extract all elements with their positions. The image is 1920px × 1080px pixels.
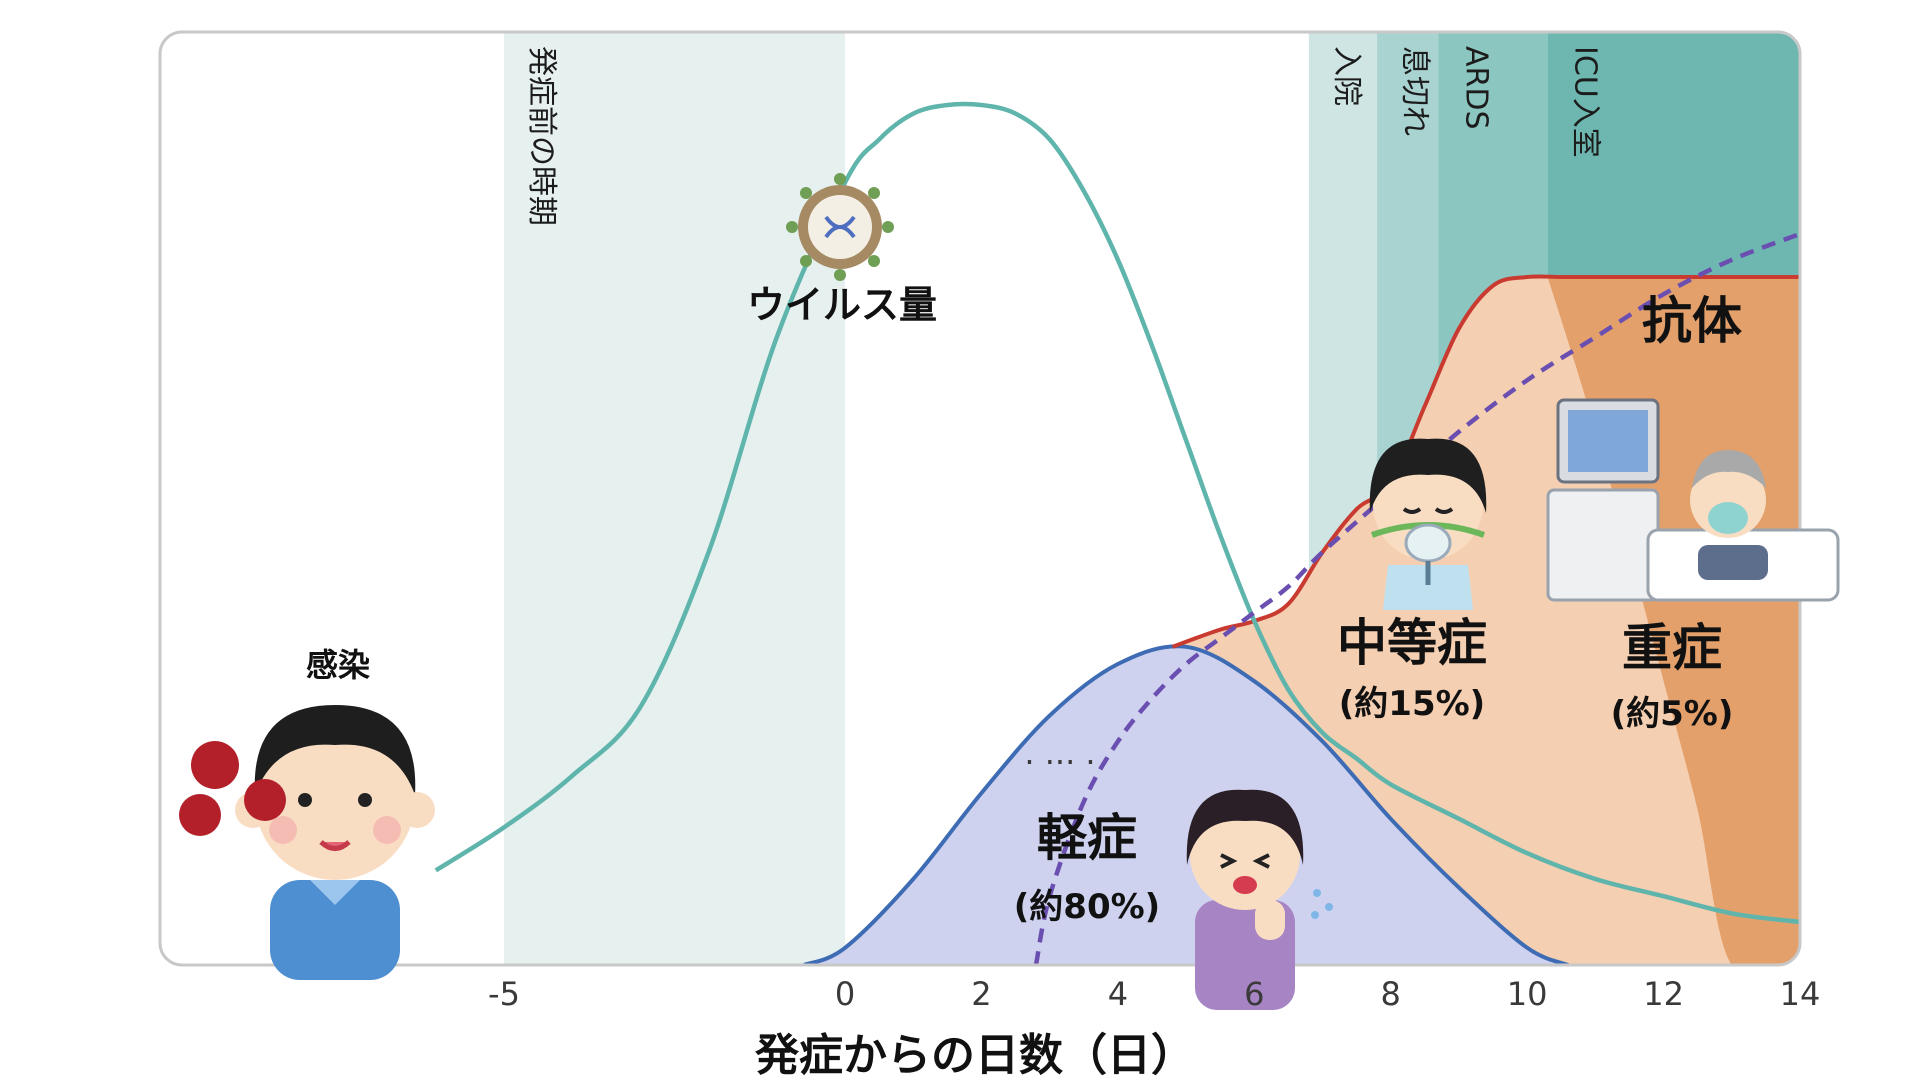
moderate-curve <box>1171 274 1800 649</box>
phase-band <box>504 32 846 965</box>
mild-percent-label: (約80%) <box>1014 887 1160 927</box>
phase-label: 息切れ <box>1397 46 1432 136</box>
icu-patient-illustration <box>1546 398 1840 602</box>
severe-percent-label: (約5%) <box>1611 694 1734 734</box>
coughing-woman-illustration <box>1186 789 1333 1010</box>
x-tick-label: 14 <box>1780 975 1821 1013</box>
phase-label: ARDS <box>1458 46 1493 130</box>
mild-curve <box>803 644 1569 965</box>
x-tick-label: 0 <box>835 975 855 1013</box>
antibody-label: 抗体 <box>1642 292 1742 350</box>
phase-label: 発症前の時期 <box>524 46 559 226</box>
virus-icon <box>786 173 894 281</box>
x-tick-label: 8 <box>1381 975 1401 1013</box>
dots-annotation: · ··· · <box>1024 743 1095 781</box>
mild-label: 軽症 <box>1037 809 1137 867</box>
x-axis-label: 発症からの日数（日） <box>754 1030 1195 1080</box>
oxygen-mask-patient-illustration <box>1369 438 1487 610</box>
plot-frame <box>158 30 1802 967</box>
virus-load-label: ウイルス量 <box>747 283 937 327</box>
severe-label: 重症 <box>1622 619 1722 677</box>
x-tick-label: -5 <box>488 975 520 1013</box>
infection-label: 感染 <box>306 646 370 684</box>
moderate-percent-label: (約15%) <box>1339 684 1485 724</box>
virus-load-curve <box>434 101 1800 925</box>
x-tick-label: 4 <box>1108 975 1128 1013</box>
x-tick-label: 10 <box>1507 975 1548 1013</box>
phase-label: ICU入室 <box>1568 46 1603 158</box>
phase-label: 入院 <box>1329 46 1364 106</box>
x-tick-label: 6 <box>1244 975 1264 1013</box>
x-tick-label: 2 <box>971 975 991 1013</box>
x-tick-label: 12 <box>1643 975 1684 1013</box>
virus-particles-icon <box>179 741 286 836</box>
infected-boy-illustration <box>235 705 435 980</box>
moderate-label: 中等症 <box>1337 614 1487 672</box>
mild-area <box>804 646 1569 965</box>
